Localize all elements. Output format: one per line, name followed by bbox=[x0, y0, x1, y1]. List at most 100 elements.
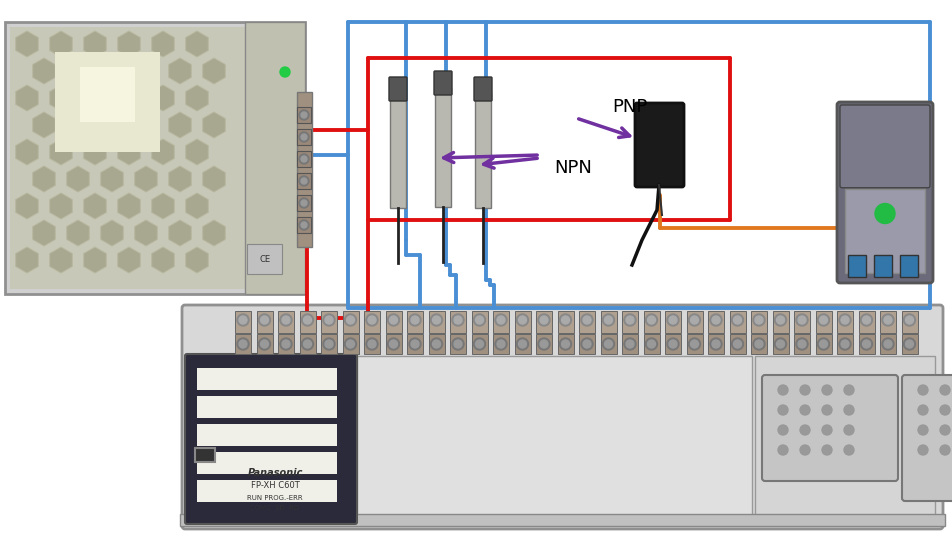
Bar bbox=[558, 311, 573, 333]
FancyBboxPatch shape bbox=[762, 375, 898, 481]
Circle shape bbox=[841, 340, 849, 348]
Bar bbox=[665, 311, 681, 333]
Bar bbox=[845, 189, 925, 273]
Bar bbox=[297, 151, 311, 167]
Polygon shape bbox=[135, 58, 157, 84]
Circle shape bbox=[690, 340, 699, 348]
Circle shape bbox=[299, 132, 309, 142]
Circle shape bbox=[259, 314, 270, 326]
FancyBboxPatch shape bbox=[474, 77, 492, 101]
Circle shape bbox=[940, 385, 950, 395]
Circle shape bbox=[452, 338, 464, 350]
Bar bbox=[386, 334, 402, 354]
Circle shape bbox=[778, 385, 788, 395]
Bar bbox=[874, 255, 892, 277]
Circle shape bbox=[712, 340, 720, 348]
Bar bbox=[644, 334, 660, 354]
Circle shape bbox=[411, 340, 419, 348]
Circle shape bbox=[905, 340, 914, 348]
Circle shape bbox=[475, 316, 484, 324]
Bar bbox=[343, 334, 359, 354]
Bar bbox=[197, 480, 337, 502]
Circle shape bbox=[841, 316, 849, 324]
Circle shape bbox=[473, 314, 486, 326]
FancyBboxPatch shape bbox=[434, 71, 452, 95]
Bar bbox=[794, 334, 810, 354]
Circle shape bbox=[261, 340, 268, 348]
Bar bbox=[197, 368, 337, 390]
Circle shape bbox=[940, 405, 950, 415]
Bar bbox=[902, 311, 918, 333]
Circle shape bbox=[301, 178, 307, 184]
Circle shape bbox=[581, 314, 593, 326]
Bar bbox=[10, 27, 245, 289]
Circle shape bbox=[280, 67, 290, 77]
Circle shape bbox=[538, 338, 550, 350]
Circle shape bbox=[583, 316, 591, 324]
Circle shape bbox=[875, 204, 895, 224]
Circle shape bbox=[861, 338, 872, 350]
Circle shape bbox=[863, 316, 870, 324]
Circle shape bbox=[259, 338, 270, 350]
Polygon shape bbox=[16, 139, 38, 165]
Polygon shape bbox=[118, 247, 140, 273]
Circle shape bbox=[282, 340, 290, 348]
Polygon shape bbox=[16, 193, 38, 219]
Circle shape bbox=[669, 316, 677, 324]
Circle shape bbox=[347, 340, 354, 348]
Bar bbox=[579, 311, 595, 333]
Circle shape bbox=[237, 338, 249, 350]
Circle shape bbox=[940, 425, 950, 435]
Bar bbox=[321, 311, 337, 333]
Text: NPN: NPN bbox=[554, 159, 592, 177]
Bar bbox=[644, 311, 660, 333]
Circle shape bbox=[918, 405, 928, 415]
Circle shape bbox=[603, 338, 614, 350]
Text: FP-XH C60T: FP-XH C60T bbox=[250, 481, 299, 490]
Polygon shape bbox=[84, 31, 107, 57]
Bar bbox=[364, 311, 380, 333]
Bar bbox=[859, 334, 875, 354]
Circle shape bbox=[430, 314, 443, 326]
Polygon shape bbox=[151, 193, 174, 219]
Polygon shape bbox=[135, 220, 157, 246]
Polygon shape bbox=[84, 247, 107, 273]
Bar bbox=[256, 334, 272, 354]
Circle shape bbox=[302, 338, 313, 350]
Circle shape bbox=[903, 338, 916, 350]
Circle shape bbox=[710, 338, 722, 350]
Polygon shape bbox=[67, 220, 89, 246]
Circle shape bbox=[626, 316, 634, 324]
Circle shape bbox=[647, 316, 656, 324]
Circle shape bbox=[624, 338, 636, 350]
Circle shape bbox=[282, 316, 290, 324]
Bar bbox=[245, 22, 305, 294]
Circle shape bbox=[645, 338, 658, 350]
Polygon shape bbox=[80, 67, 135, 122]
Circle shape bbox=[299, 154, 309, 164]
Bar bbox=[622, 311, 638, 333]
Circle shape bbox=[280, 314, 292, 326]
Circle shape bbox=[323, 314, 335, 326]
Circle shape bbox=[299, 220, 309, 230]
Bar bbox=[859, 311, 875, 333]
Polygon shape bbox=[186, 139, 208, 165]
Polygon shape bbox=[186, 85, 208, 111]
Bar bbox=[493, 334, 509, 354]
Polygon shape bbox=[50, 247, 72, 273]
Circle shape bbox=[731, 338, 744, 350]
Circle shape bbox=[495, 314, 507, 326]
Circle shape bbox=[581, 338, 593, 350]
Circle shape bbox=[517, 314, 528, 326]
Polygon shape bbox=[50, 139, 72, 165]
Bar bbox=[579, 334, 595, 354]
Circle shape bbox=[626, 340, 634, 348]
Bar bbox=[772, 334, 788, 354]
Circle shape bbox=[822, 425, 832, 435]
Circle shape bbox=[884, 340, 892, 348]
Circle shape bbox=[778, 425, 788, 435]
Polygon shape bbox=[135, 166, 157, 192]
Circle shape bbox=[497, 340, 505, 348]
Bar bbox=[235, 334, 251, 354]
Circle shape bbox=[884, 316, 892, 324]
